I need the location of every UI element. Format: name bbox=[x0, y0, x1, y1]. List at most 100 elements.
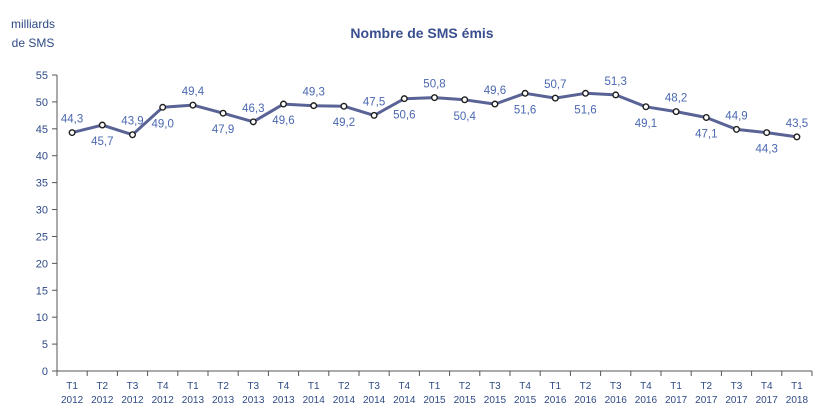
data-label: 50,6 bbox=[393, 110, 415, 122]
data-label: 45,7 bbox=[91, 136, 113, 148]
x-tick-label-year: 2012 bbox=[121, 395, 144, 406]
data-point-marker bbox=[461, 96, 469, 104]
x-tick-label-quarter: T1 bbox=[791, 381, 803, 392]
x-tick-label-year: 2017 bbox=[695, 395, 718, 406]
data-label: 50,7 bbox=[544, 79, 566, 91]
data-point-marker bbox=[793, 133, 801, 141]
x-tick-label-year: 2012 bbox=[91, 395, 114, 406]
data-label: 49,3 bbox=[303, 87, 325, 99]
series-sms bbox=[68, 89, 801, 141]
x-tick-label-year: 2017 bbox=[665, 395, 688, 406]
data-label: 44,3 bbox=[756, 144, 778, 156]
x-tick-label-year: 2014 bbox=[303, 395, 326, 406]
x-tick-label-year: 2013 bbox=[272, 395, 295, 406]
y-tick-label: 30 bbox=[36, 205, 48, 217]
x-tick-label-year: 2017 bbox=[756, 395, 779, 406]
y-tick-label: 45 bbox=[36, 124, 48, 136]
data-point-marker bbox=[763, 129, 771, 137]
data-label: 49,6 bbox=[484, 85, 506, 97]
y-tick-label: 10 bbox=[36, 312, 48, 324]
data-point-marker bbox=[249, 118, 257, 126]
data-label: 49,0 bbox=[152, 118, 174, 130]
x-tick-label-quarter: T3 bbox=[127, 381, 139, 392]
data-point-marker bbox=[189, 101, 197, 109]
data-label: 47,5 bbox=[363, 96, 385, 108]
x-tick-label-quarter: T1 bbox=[187, 381, 199, 392]
x-tick-label-quarter: T2 bbox=[580, 381, 592, 392]
y-tick-label: 25 bbox=[36, 231, 48, 243]
data-label: 49,4 bbox=[182, 86, 205, 98]
x-tick-label-year: 2013 bbox=[182, 395, 205, 406]
x-tick-label-year: 2015 bbox=[484, 395, 507, 406]
data-point-marker bbox=[733, 125, 741, 133]
y-tick-label: 0 bbox=[42, 366, 48, 378]
data-label: 50,8 bbox=[423, 79, 445, 91]
x-tick-label-year: 2012 bbox=[61, 395, 84, 406]
data-point-marker bbox=[582, 89, 590, 97]
x-tick-label-quarter: T4 bbox=[157, 381, 169, 392]
x-tick-label-quarter: T1 bbox=[429, 381, 441, 392]
data-label: 44,9 bbox=[725, 110, 747, 122]
data-label: 51,6 bbox=[574, 104, 596, 116]
y-tick-label: 50 bbox=[36, 97, 48, 109]
data-point-marker bbox=[68, 129, 76, 137]
x-tick-label-quarter: T2 bbox=[700, 381, 712, 392]
y-axis: 0 5 10 15 20 25 30 35 40 45 50 55 bbox=[36, 70, 58, 378]
chart-title: Nombre de SMS émis bbox=[350, 25, 493, 41]
x-tick-label-quarter: T4 bbox=[519, 381, 531, 392]
x-tick-label-quarter: T3 bbox=[610, 381, 622, 392]
x-tick-label-year: 2012 bbox=[152, 395, 175, 406]
x-tick-label-year: 2013 bbox=[212, 395, 235, 406]
x-tick-label-quarter: T2 bbox=[338, 381, 350, 392]
data-label: 51,6 bbox=[514, 104, 536, 116]
y-tick-label: 5 bbox=[42, 339, 48, 351]
data-label: 47,9 bbox=[212, 124, 234, 136]
data-label: 48,2 bbox=[665, 93, 687, 105]
data-label: 44,3 bbox=[61, 114, 83, 126]
data-point-marker bbox=[340, 102, 348, 110]
x-tick-label-quarter: T2 bbox=[96, 381, 108, 392]
data-label: 43,9 bbox=[121, 116, 143, 128]
x-tick-label-quarter: T1 bbox=[670, 381, 682, 392]
data-point-marker bbox=[219, 109, 227, 117]
x-tick-label-year: 2014 bbox=[333, 395, 356, 406]
data-point-marker bbox=[491, 100, 499, 108]
data-point-marker bbox=[612, 91, 620, 99]
x-tick-label-quarter: T1 bbox=[549, 381, 561, 392]
x-tick-label-year: 2014 bbox=[363, 395, 386, 406]
y-tick-label: 55 bbox=[36, 70, 48, 82]
x-axis: T1 2012 T2 2012 T3 2012 T4 2012 T1 2013 T2 2013 T3 20… bbox=[56, 370, 813, 406]
data-point-marker bbox=[159, 103, 167, 111]
x-tick-label-year: 2014 bbox=[393, 395, 416, 406]
x-tick-label-quarter: T2 bbox=[459, 381, 471, 392]
data-point-marker bbox=[280, 100, 288, 108]
data-label: 51,3 bbox=[605, 76, 627, 88]
data-label: 46,3 bbox=[242, 103, 264, 115]
data-label: 49,2 bbox=[333, 117, 355, 129]
x-tick-label-year: 2018 bbox=[786, 395, 809, 406]
x-tick-label-quarter: T4 bbox=[640, 381, 652, 392]
x-tick-label-quarter: T3 bbox=[247, 381, 259, 392]
x-tick-label-quarter: T3 bbox=[731, 381, 743, 392]
x-tick-label-year: 2013 bbox=[242, 395, 265, 406]
data-label: 43,5 bbox=[786, 118, 808, 130]
y-axis-label-line-2: de SMS bbox=[12, 36, 55, 50]
x-tick-label-year: 2016 bbox=[635, 395, 658, 406]
x-tick-label-year: 2016 bbox=[544, 395, 567, 406]
x-tick-label-quarter: T1 bbox=[66, 381, 78, 392]
data-point-marker bbox=[642, 103, 650, 111]
y-tick-label: 40 bbox=[36, 151, 48, 163]
x-tick-label-quarter: T3 bbox=[368, 381, 380, 392]
y-axis-label-line-1: milliards bbox=[11, 17, 55, 31]
x-tick-label-quarter: T4 bbox=[761, 381, 773, 392]
data-point-marker bbox=[98, 121, 106, 129]
data-label: 47,1 bbox=[695, 129, 717, 141]
data-label: 50,4 bbox=[454, 111, 477, 123]
y-tick-label: 35 bbox=[36, 178, 48, 190]
data-point-marker bbox=[551, 94, 559, 102]
x-tick-label-year: 2016 bbox=[605, 395, 628, 406]
x-tick-label-quarter: T3 bbox=[489, 381, 501, 392]
data-point-marker bbox=[431, 94, 439, 102]
data-point-marker bbox=[370, 111, 378, 119]
